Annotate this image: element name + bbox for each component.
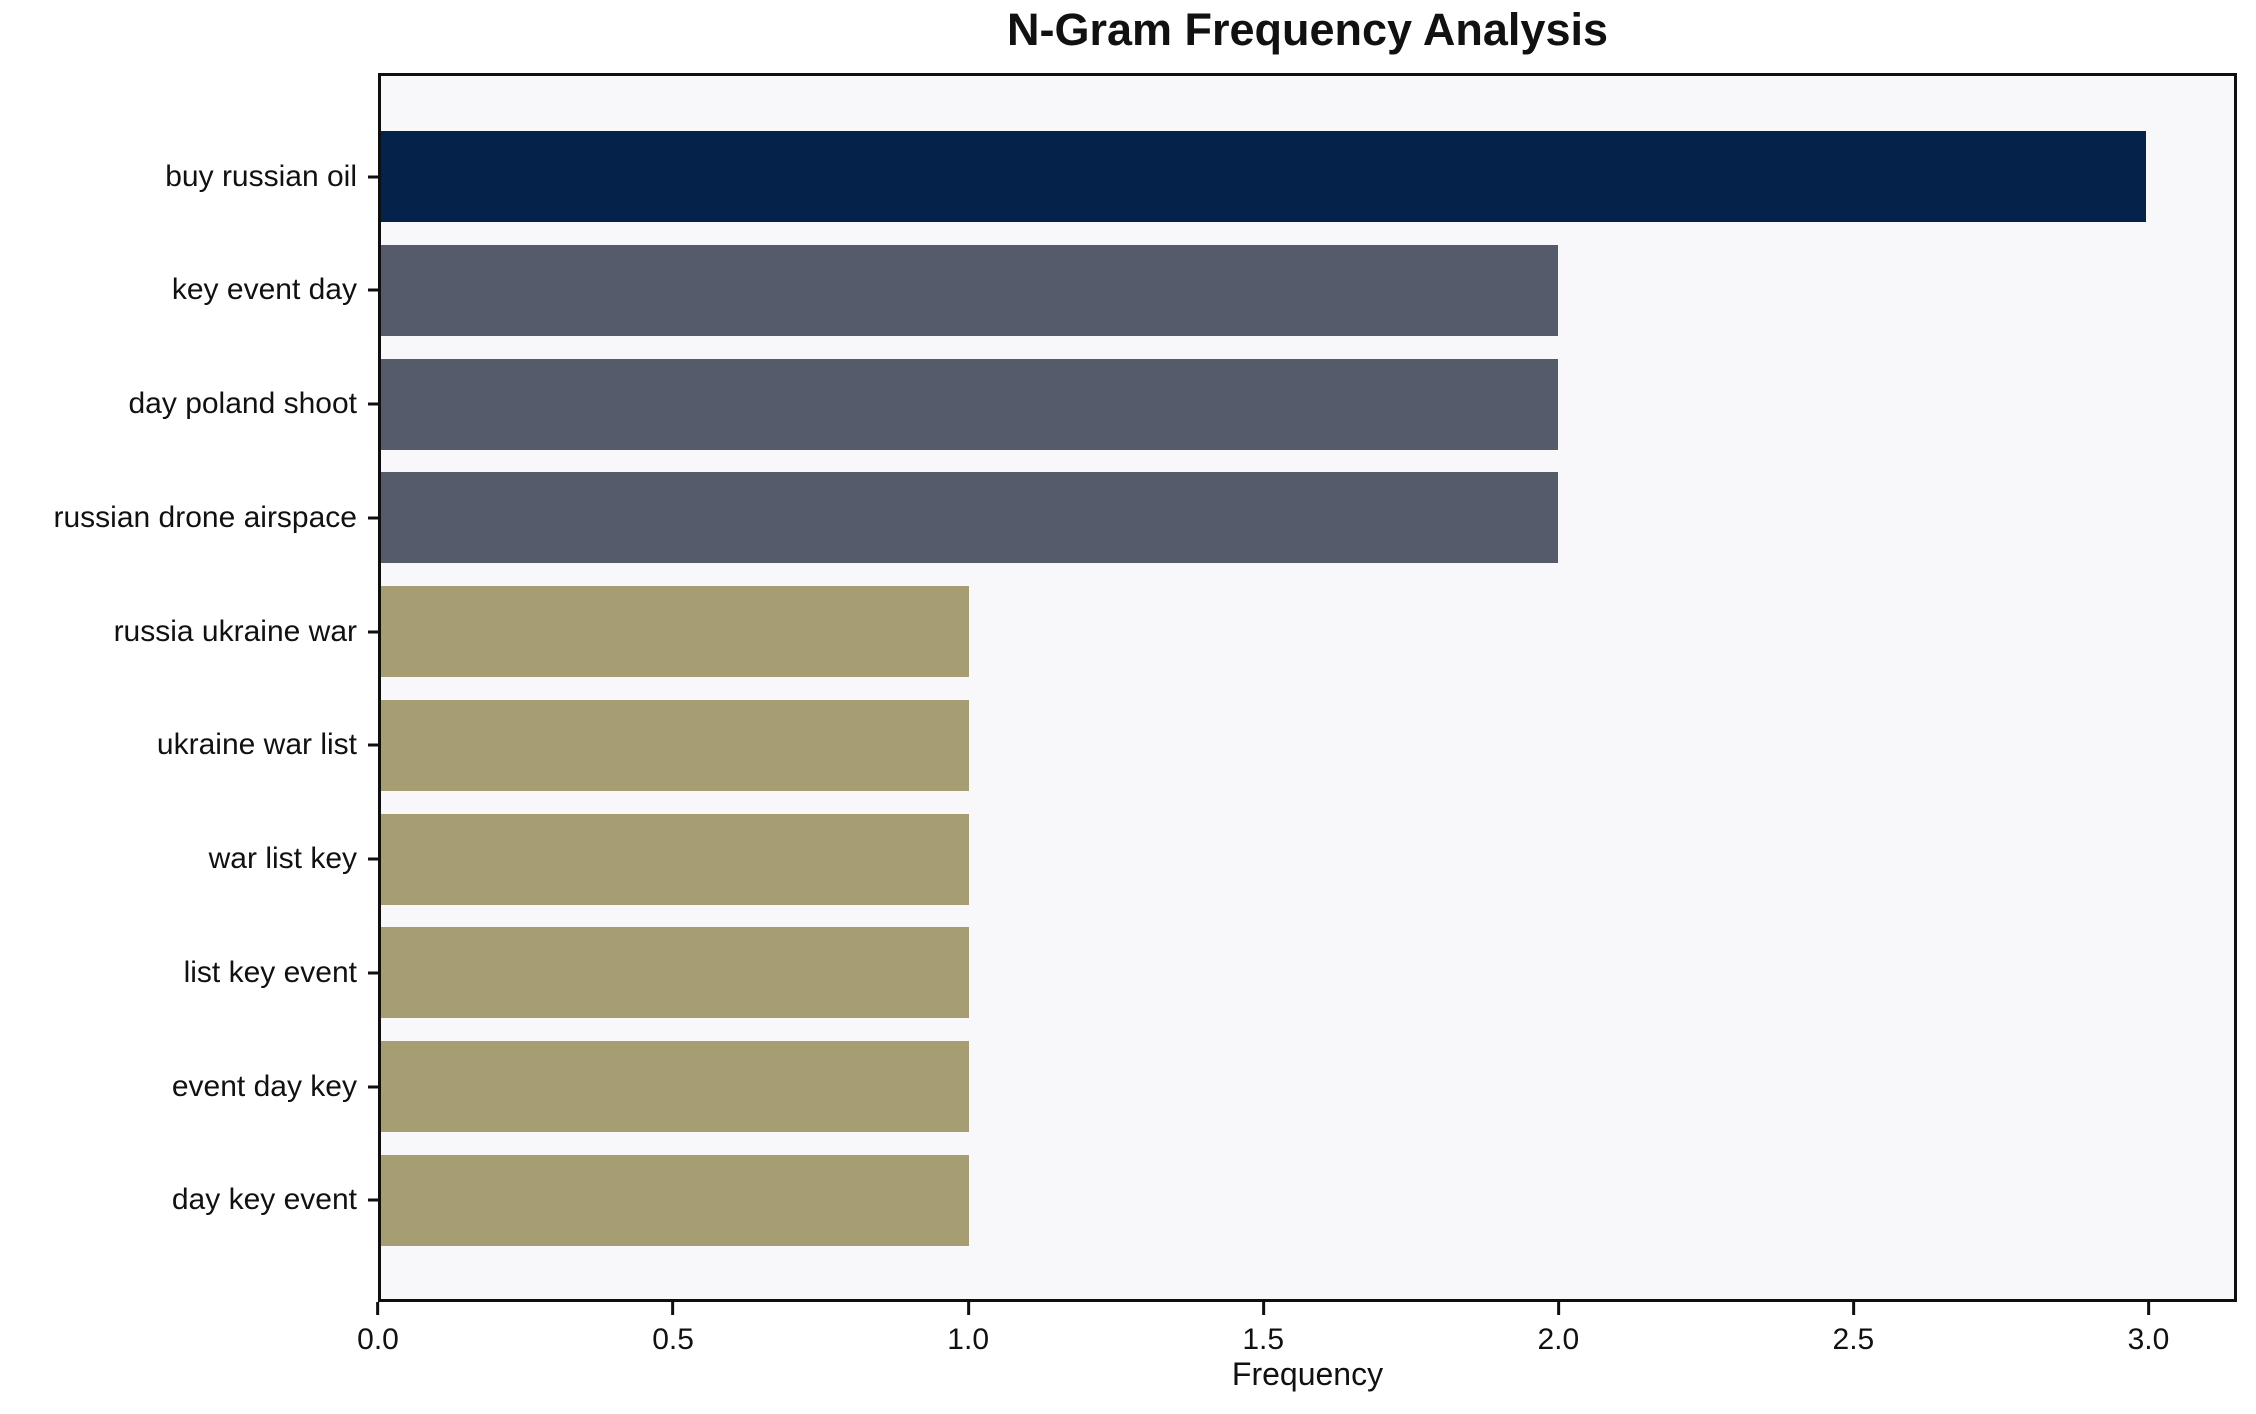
x-tick: 1.0 <box>947 1302 989 1357</box>
x-tick: 0.0 <box>357 1302 399 1357</box>
category-label: key event day <box>171 273 357 307</box>
bar-row: list key event <box>184 927 2234 1019</box>
bar <box>381 1041 970 1133</box>
x-axis-label: Frequency <box>1231 1356 1384 1392</box>
x-tick-label: 0.0 <box>357 1323 399 1356</box>
bar <box>381 699 970 791</box>
x-tick: 2.0 <box>1537 1302 1579 1357</box>
bar-row: key event day <box>172 244 2234 336</box>
x-tick-mark <box>671 1302 675 1315</box>
category-label: list key event <box>183 955 357 989</box>
bar <box>381 472 1558 564</box>
x-tick: 3.0 <box>2127 1302 2170 1357</box>
y-tick-mark <box>368 857 381 861</box>
category-label: russian drone airspace <box>53 500 357 534</box>
y-tick-mark <box>368 1198 381 1202</box>
bar-row: russia ukraine war <box>114 586 2234 678</box>
y-tick-mark <box>368 288 381 292</box>
x-tick: 0.5 <box>652 1302 694 1357</box>
bar <box>381 1154 970 1246</box>
chart-title: N-Gram Frequency Analysis <box>1006 4 1609 55</box>
y-tick-mark <box>368 1085 381 1089</box>
x-tick-mark <box>966 1302 970 1315</box>
x-tick: 1.5 <box>1242 1302 1284 1357</box>
bar-row: day poland shoot <box>128 358 2234 450</box>
category-label: russia ukraine war <box>113 614 357 648</box>
x-tick-label: 3.0 <box>2127 1323 2170 1356</box>
category-label: buy russian oil <box>165 159 357 193</box>
bar-row: day key event <box>172 1154 2234 1246</box>
bar <box>381 358 1558 450</box>
y-tick-mark <box>368 402 381 406</box>
x-tick-label: 1.0 <box>947 1323 990 1356</box>
category-label: event day key <box>171 1069 357 1103</box>
y-tick-mark <box>368 743 381 747</box>
plot-area: buy russian oil key event day day poland s… <box>53 73 2237 1302</box>
y-tick-mark <box>368 630 381 634</box>
x-tick-mark <box>376 1302 380 1315</box>
y-tick-mark <box>368 516 381 520</box>
bar <box>381 927 970 1019</box>
x-tick-label: 2.5 <box>1832 1323 1875 1356</box>
bar-row: war list key <box>209 813 2234 905</box>
x-tick-mark <box>1556 1302 1560 1315</box>
bar-row: buy russian oil <box>165 131 2234 222</box>
x-tick-mark <box>1851 1302 1855 1315</box>
bar <box>381 244 1558 336</box>
category-label: day poland shoot <box>128 387 357 421</box>
x-axis: 0.0 0.5 1.0 1.5 2.0 2.5 3.0 <box>357 1302 2237 1362</box>
y-tick-mark <box>368 175 381 178</box>
bars-container: buy russian oil key event day day poland s… <box>53 76 2234 1299</box>
category-label: ukraine war list <box>156 728 357 762</box>
x-tick-mark <box>2146 1302 2150 1315</box>
x-tick: 2.5 <box>1832 1302 1875 1357</box>
category-label: day key event <box>171 1183 357 1217</box>
x-tick-mark <box>1261 1302 1265 1315</box>
x-tick-label: 2.0 <box>1537 1323 1580 1356</box>
x-tick-label: 1.5 <box>1242 1323 1285 1356</box>
bar <box>381 131 2146 222</box>
x-tick-label: 0.5 <box>652 1323 694 1356</box>
category-label: war list key <box>208 842 357 876</box>
bar <box>381 813 970 905</box>
y-tick-mark <box>368 971 381 975</box>
bar-row: russian drone airspace <box>53 472 2234 564</box>
bar-row: ukraine war list <box>157 699 2234 791</box>
bar-row: event day key <box>172 1041 2234 1133</box>
bar <box>381 586 970 678</box>
